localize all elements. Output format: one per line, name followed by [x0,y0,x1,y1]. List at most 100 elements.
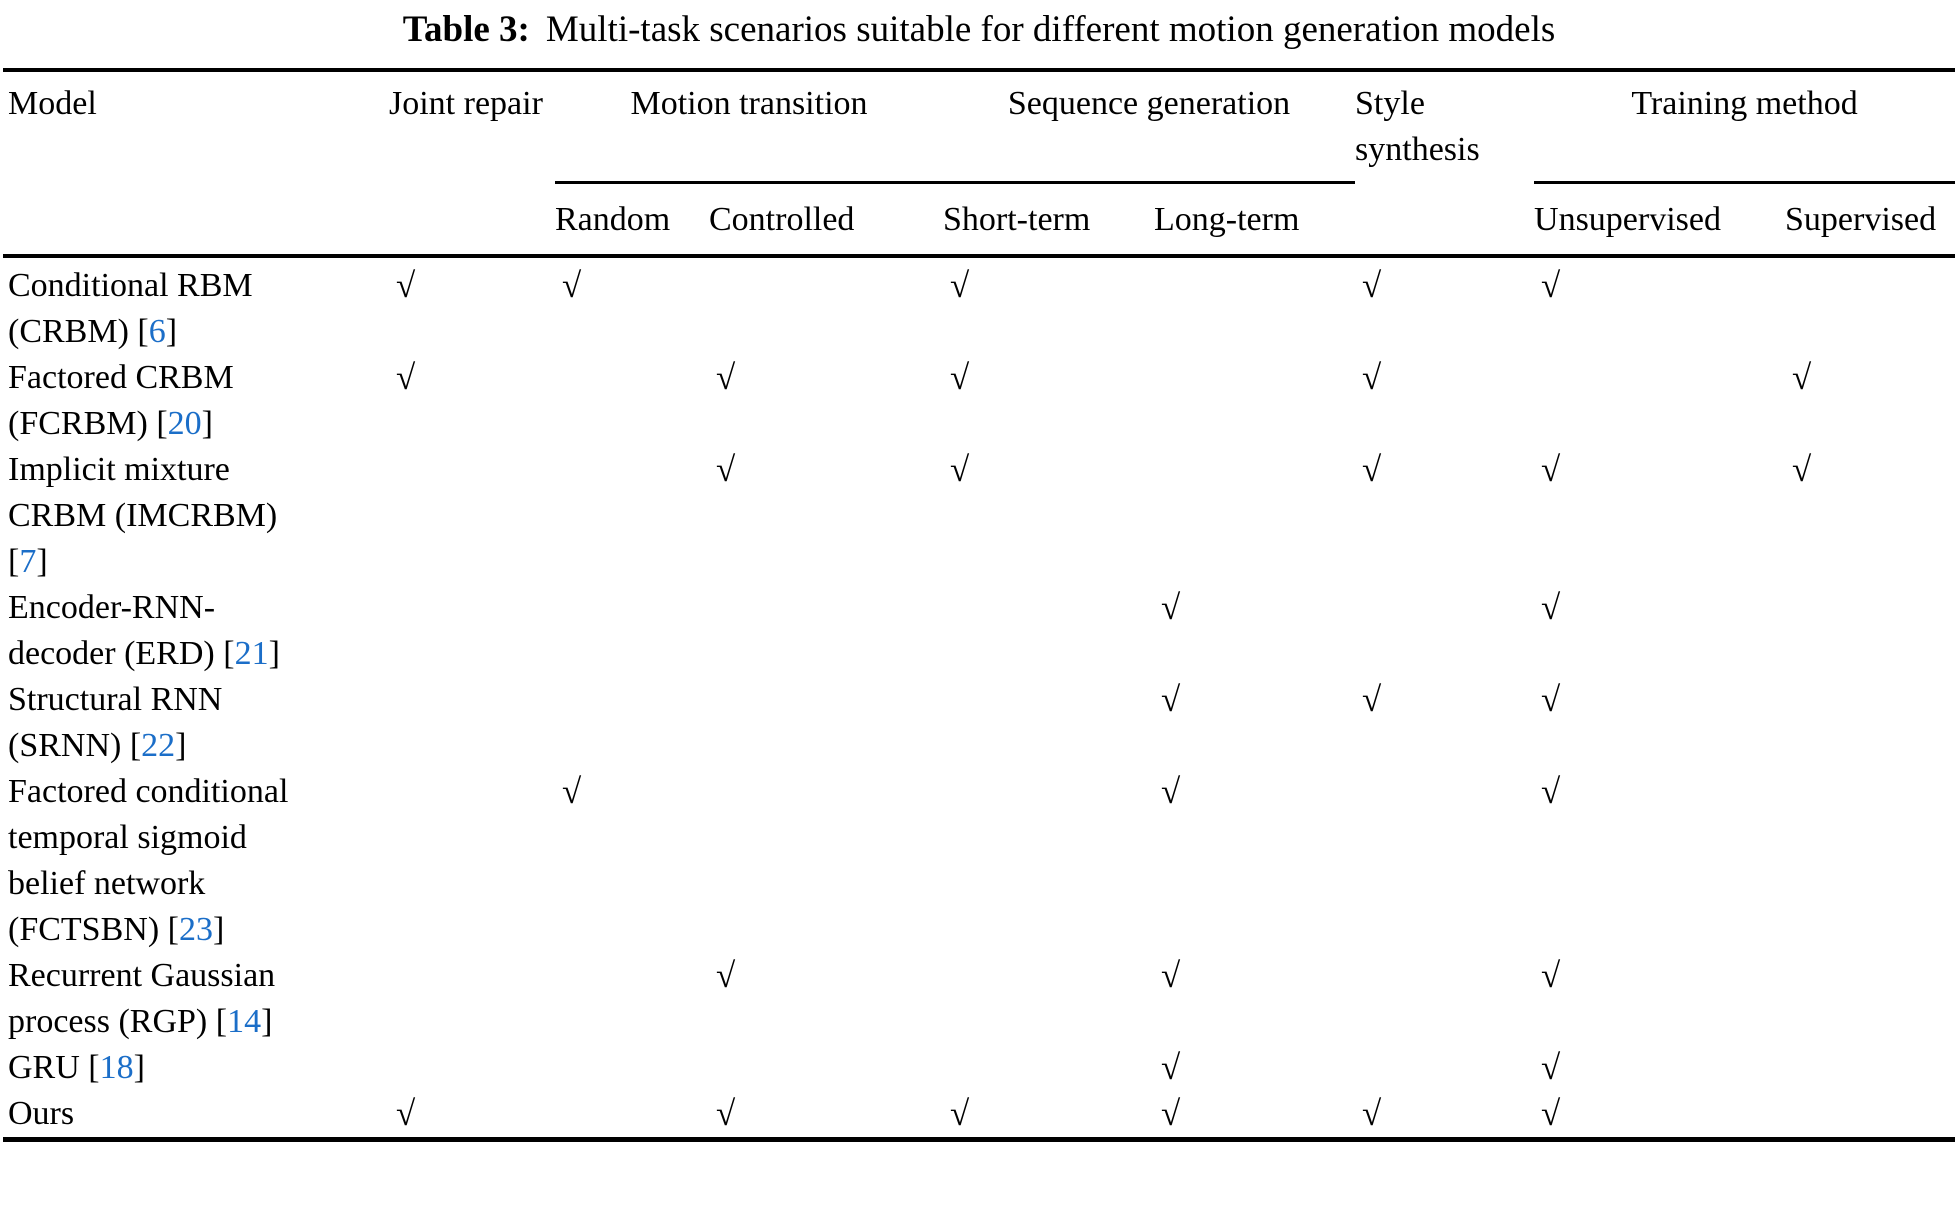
header-row-subcolumns: Random Controlled Short-term Long-term U… [3,182,1956,258]
check-mark: √ [1541,772,1561,811]
citation-link[interactable]: 21 [234,635,269,672]
check-mark: √ [943,1091,1154,1142]
empty-cell [709,256,943,355]
model-name-cell: Factored CRBM (FCRBM) [20] [3,355,389,447]
table-row: GRU [18] √ √ [3,1045,1955,1091]
table-body: Conditional RBM (CRBM) [6] √ √ √ √ √ Factored … [3,256,1956,1142]
check-mark: √ [1541,956,1561,995]
table-row: Recurrent Gaussian process (RGP) [14] √ √ √ [3,953,1955,1045]
empty-cell [555,585,709,677]
model-name: GRU [18] [8,1049,145,1086]
empty-cell [389,585,555,677]
empty-cell [1154,355,1355,447]
empty-cell [555,355,709,447]
citation-link[interactable]: 22 [141,727,176,764]
citation-link[interactable]: 6 [148,313,166,350]
check-mark: √ [1362,450,1382,489]
model-name: Recurrent Gaussian process (RGP) [14] [8,957,276,1040]
empty-cell [555,1091,709,1142]
model-name-cell: Ours [3,1091,389,1142]
empty-cell [943,677,1154,769]
citation-link[interactable]: 20 [167,405,202,442]
column-header-controlled: Controlled [709,182,943,258]
empty-cell [1355,585,1534,677]
table-row: Factored conditional temporal sigmoid be… [3,769,1955,953]
model-name: Encoder-RNN-decoder (ERD) [21] [8,589,280,672]
citation-link[interactable]: 23 [178,911,213,948]
model-name: Ours [8,1095,75,1132]
model-name-cell: Factored conditional temporal sigmoid be… [3,769,389,953]
check-mark: √ [950,450,970,489]
model-name-cell: Conditional RBM (CRBM) [6] [3,256,389,355]
table-row: Implicit mixture CRBM (IMCRBM) [7] √ √ √ √ √ [3,447,1955,585]
column-header-random: Random [555,182,709,258]
check-mark: √ [716,450,736,489]
model-name: Factored CRBM (FCRBM) [20] [8,359,234,442]
empty-cell [1355,1045,1534,1091]
model-name-cell: Recurrent Gaussian process (RGP) [14] [3,953,389,1045]
empty-cell [943,769,1154,953]
column-group-sequence-generation: Sequence generation [943,70,1356,184]
empty-cell [1355,953,1534,1045]
empty-cell [709,1045,943,1091]
check-mark: √ [396,266,416,305]
empty-cell [943,1045,1154,1091]
model-name: Implicit mixture CRBM (IMCRBM) [7] [8,451,278,580]
column-header-joint-repair: Joint repair [389,70,555,258]
empty-cell [1785,256,1955,355]
check-mark: √ [1541,266,1561,305]
empty-cell [1785,769,1955,953]
multitask-scenarios-table: Model Joint repair Motion transition Seq… [3,68,1956,1142]
check-mark: √ [1362,358,1382,397]
check-mark: √ [1541,1048,1561,1087]
check-mark: √ [396,358,416,397]
empty-cell [389,677,555,769]
empty-cell [1355,769,1534,953]
table-row: Ours √ √ √ √ √ √ [3,1091,1956,1142]
check-mark: √ [1792,358,1812,397]
check-mark: √ [1362,680,1382,719]
check-mark: √ [1541,680,1561,719]
empty-cell [1785,1091,1956,1142]
check-mark: √ [709,1091,943,1142]
check-mark: √ [1541,588,1561,627]
empty-cell [389,1045,555,1091]
empty-cell [1154,256,1355,355]
model-name: Structural RNN (SRNN) [22] [8,681,223,764]
model-name-cell: Structural RNN (SRNN) [22] [3,677,389,769]
check-mark: √ [1154,1091,1356,1142]
citation-link[interactable]: 18 [99,1049,134,1086]
empty-cell [555,1045,709,1091]
table-row: Structural RNN (SRNN) [22] √ √ √ [3,677,1955,769]
empty-cell [1785,677,1955,769]
check-mark: √ [950,266,970,305]
check-mark: √ [716,358,736,397]
empty-cell [709,769,943,953]
table-caption-text: Multi-task scenarios suitable for differ… [545,9,1556,50]
check-mark: √ [1161,1048,1181,1087]
empty-cell [389,769,555,953]
header-row-groups: Model Joint repair Motion transition Seq… [3,70,1956,258]
check-mark: √ [950,358,970,397]
check-mark: √ [1161,956,1181,995]
check-mark: √ [1161,680,1181,719]
empty-cell [943,585,1154,677]
check-mark: √ [1792,450,1812,489]
check-mark: √ [1541,450,1561,489]
model-name-cell: Encoder-RNN-decoder (ERD) [21] [3,585,389,677]
column-header-supervised: Supervised [1785,182,1956,258]
check-mark: √ [1161,588,1181,627]
citation-link[interactable]: 7 [19,543,37,580]
check-mark: √ [1355,1091,1535,1142]
model-name-cell: GRU [18] [3,1045,389,1091]
empty-cell [555,953,709,1045]
check-mark: √ [716,956,736,995]
table-caption: Table 3: Multi-task scenarios suitable fo… [0,0,1958,54]
citation-link[interactable]: 14 [227,1003,262,1040]
column-header-long-term: Long-term [1154,182,1356,258]
column-group-motion-transition: Motion transition [555,70,943,184]
check-mark: √ [1161,772,1181,811]
check-mark: √ [389,1091,555,1142]
table-row: Conditional RBM (CRBM) [6] √ √ √ √ √ [3,256,1955,355]
